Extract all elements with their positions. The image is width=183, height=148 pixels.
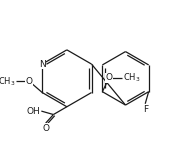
Text: CH$_3$: CH$_3$ — [0, 75, 16, 88]
Text: O: O — [26, 77, 33, 86]
Text: N: N — [39, 60, 46, 69]
Text: O: O — [42, 124, 49, 133]
Text: OH: OH — [27, 107, 40, 116]
Text: F: F — [143, 105, 148, 114]
Text: CH$_3$: CH$_3$ — [123, 72, 141, 84]
Text: O: O — [106, 73, 113, 82]
